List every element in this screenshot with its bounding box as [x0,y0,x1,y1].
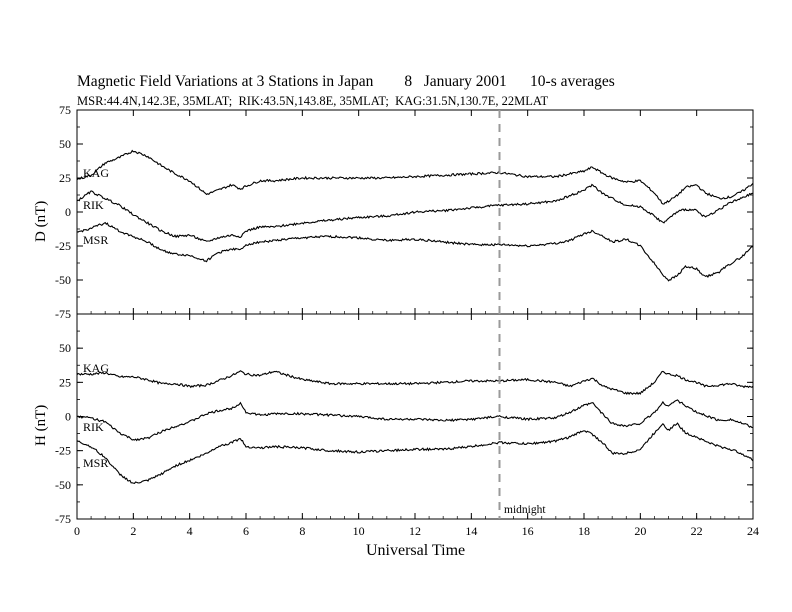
d-ytick-label: 25 [59,171,71,185]
h-kag-label: KAG [83,361,109,375]
midnight-label: midnight [504,504,546,516]
h-ytick-label: -25 [55,444,71,458]
h-ytick-label: 50 [59,341,71,355]
x-axis-label: Universal Time [366,542,466,559]
x-tick-label: 2 [130,524,136,538]
d-series-rik [76,183,754,242]
d-ytick-label: -25 [55,239,71,253]
x-tick-label: 22 [691,524,703,538]
chart-title: Magnetic Field Variations at 3 Stations … [77,73,615,90]
x-tick-label: 12 [409,524,421,538]
x-tick-label: 8 [299,524,305,538]
h-series-kag [76,370,754,396]
x-tick-label: 14 [465,524,477,538]
d-series-msr [76,221,754,282]
d-ytick-label: 50 [59,137,71,151]
h-panel-ylabel: H (nT) [33,404,49,446]
x-tick-label: 20 [634,524,646,538]
d-msr-label: MSR [83,233,109,247]
h-ytick-label: -75 [55,512,71,526]
h-series-rik [76,399,754,442]
x-tick-label: 4 [187,524,193,538]
d-ytick-label: -75 [55,307,71,321]
h-ytick-label: 25 [59,375,71,389]
x-tick-label: 16 [522,524,534,538]
x-tick-label: 6 [243,524,249,538]
h-panel-frame [76,313,754,520]
d-ytick-label: 75 [59,103,71,117]
chart-subtitle: MSR:44.4N,142.3E, 35MLAT; RIK:43.5N,143.… [77,94,549,108]
h-msr-label: MSR [83,456,109,470]
d-series-kag [76,149,754,205]
h-rik-label: RIK [83,420,104,434]
x-tick-label: 0 [74,524,80,538]
h-ytick-label: -50 [55,478,71,492]
d-panel-ylabel: D (nT) [33,200,49,242]
d-rik-label: RIK [83,198,104,212]
d-ytick-label: 0 [65,205,71,219]
h-ytick-label: 0 [65,410,71,424]
d-ytick-label: -50 [55,273,71,287]
d-kag-label: KAG [83,166,109,180]
x-tick-label: 24 [747,524,759,538]
x-tick-label: 10 [353,524,365,538]
x-tick-label: 18 [578,524,590,538]
h-series-msr [76,422,754,485]
